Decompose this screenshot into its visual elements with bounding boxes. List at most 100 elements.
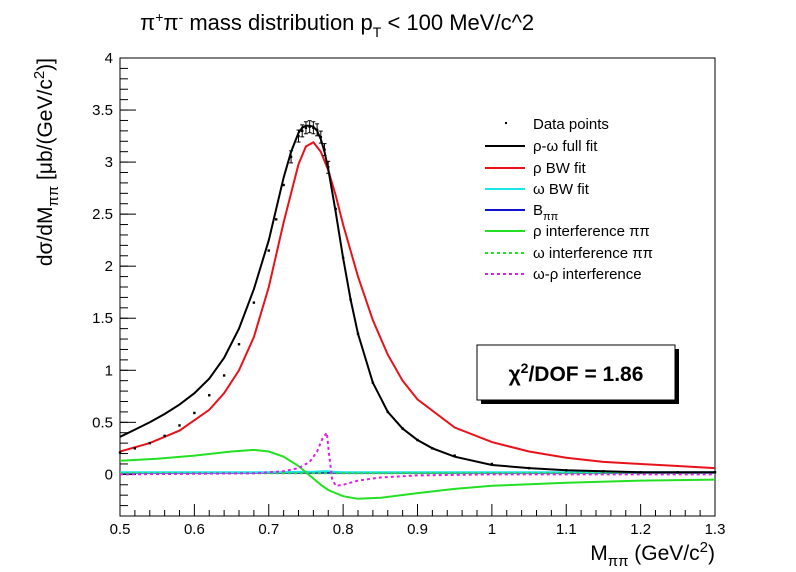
series-rhoint xyxy=(119,448,716,500)
data-point xyxy=(326,160,331,174)
x-title-unit: (GeV/c xyxy=(628,542,699,565)
data-point xyxy=(118,451,122,454)
x-tick-label: 0.8 xyxy=(333,521,354,538)
data-marker xyxy=(356,332,360,336)
title-pi-1: π xyxy=(140,10,155,35)
y-tick-label: 2 xyxy=(105,258,113,275)
data-point xyxy=(282,183,285,187)
legend-label-rhoint: ρ interference ππ xyxy=(533,223,650,240)
data-point xyxy=(318,130,323,144)
data-point xyxy=(267,249,270,252)
legend-item-full: ρ-ω full fit xyxy=(485,138,598,155)
data-marker xyxy=(308,125,311,128)
data-point xyxy=(639,471,642,474)
data-marker xyxy=(371,381,375,384)
data-marker xyxy=(193,411,196,415)
series-orint xyxy=(119,429,715,487)
chart-title: π+π- mass distribution pT < 100 MeV/c^2 xyxy=(140,9,534,40)
data-marker xyxy=(453,454,456,457)
y-title-close: )] xyxy=(34,58,57,71)
x-tick-label: 0.5 xyxy=(110,521,131,538)
series-omega xyxy=(120,470,715,474)
chi2-text: χ2/DOF = 1.86 xyxy=(509,360,644,386)
data-marker xyxy=(341,256,345,260)
y-tick-label: 3.5 xyxy=(92,102,113,119)
y-title-sub: ππ xyxy=(45,186,62,207)
data-point xyxy=(416,438,419,442)
legend-item-omega: ω BW fit xyxy=(485,181,590,198)
data-point xyxy=(349,298,352,301)
data-point xyxy=(401,427,404,430)
data-point xyxy=(208,394,211,397)
data-marker xyxy=(304,126,308,129)
data-marker xyxy=(222,374,226,377)
data-point xyxy=(713,471,717,474)
data-marker xyxy=(334,207,337,211)
data-marker xyxy=(713,471,717,474)
legend-label-bkg: Bππ xyxy=(533,202,559,223)
data-marker xyxy=(327,166,330,169)
data-marker xyxy=(676,471,680,474)
data-point xyxy=(565,469,568,472)
x-tick-label: 1.2 xyxy=(630,521,651,538)
data-marker xyxy=(237,343,241,346)
data-point xyxy=(133,447,137,450)
data-point xyxy=(163,434,166,438)
y-title-main: dσ/dM xyxy=(34,207,57,267)
legend-item-data: Data points xyxy=(505,116,609,133)
data-marker xyxy=(301,129,304,133)
data-marker xyxy=(490,462,494,466)
y-tick-label: 4 xyxy=(105,50,113,67)
x-tick-label: 0.6 xyxy=(184,521,205,538)
legend-label-bkg-sub: ππ xyxy=(543,211,559,223)
data-point xyxy=(490,462,494,466)
y-tick-label: 3 xyxy=(105,154,113,171)
data-point xyxy=(386,410,389,414)
legend-label-bkg-main: B xyxy=(533,202,543,219)
chi2-rest: /DOF = 1.86 xyxy=(528,363,643,386)
legend-label-omega: ω BW fit xyxy=(533,181,590,198)
title-pi-2: π xyxy=(163,10,178,35)
data-marker xyxy=(416,438,419,442)
data-marker xyxy=(178,424,181,427)
x-title-sub: ππ xyxy=(608,553,629,570)
x-tick-label: 0.7 xyxy=(258,521,279,538)
x-axis-title: Mππ (GeV/c2) xyxy=(590,539,715,570)
title-sup-minus: - xyxy=(179,9,184,25)
plot-frame xyxy=(119,57,716,517)
title-main: mass distribution p xyxy=(183,10,373,35)
y-axis-title: dσ/dMππ [μb/(GeV/c2)] xyxy=(31,58,62,266)
data-point xyxy=(237,343,241,346)
title-tail: < 100 MeV/c^2 xyxy=(381,10,534,35)
data-point xyxy=(356,332,360,336)
data-point xyxy=(303,121,308,135)
data-point xyxy=(334,207,337,211)
x-title-sup: 2 xyxy=(700,539,708,556)
y-title-unit: [μb/(GeV/c xyxy=(34,79,57,186)
data-point xyxy=(307,120,312,134)
y-tick-label: 0.5 xyxy=(92,414,113,431)
x-tick-label: 1.3 xyxy=(705,521,726,538)
y-title-sup: 2 xyxy=(31,71,48,79)
data-point xyxy=(341,256,345,260)
y-tick-label: 1 xyxy=(105,362,113,379)
data-points xyxy=(118,120,717,474)
series-full xyxy=(119,124,715,474)
data-point xyxy=(431,447,434,450)
data-marker xyxy=(133,447,137,450)
data-point xyxy=(289,150,294,164)
data-point xyxy=(274,218,278,221)
data-marker xyxy=(602,470,605,473)
legend-label-omegaint: ω interference ππ xyxy=(533,245,653,262)
data-marker xyxy=(386,410,389,414)
curves xyxy=(119,124,716,500)
data-marker xyxy=(401,427,404,430)
legend-item-bkg: Bππ xyxy=(485,202,559,223)
data-marker xyxy=(208,394,211,397)
data-point xyxy=(178,424,181,427)
legend-item-orint: ω-ρ interference xyxy=(485,266,642,283)
data-marker xyxy=(527,466,531,470)
data-marker xyxy=(319,135,323,139)
legend-item-rho: ρ BW fit xyxy=(485,160,587,177)
